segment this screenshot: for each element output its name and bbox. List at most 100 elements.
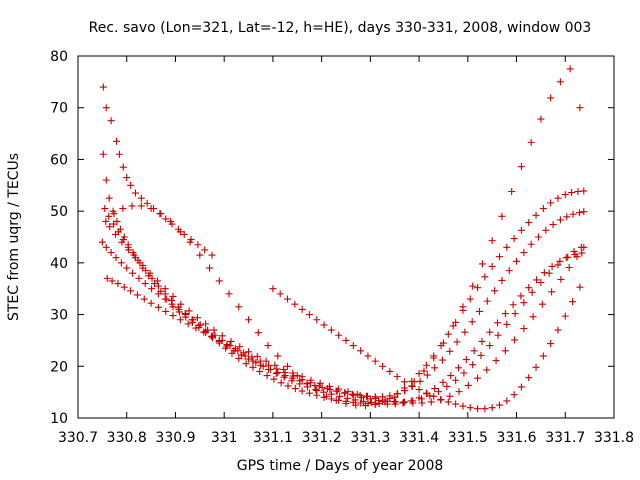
data-point xyxy=(332,396,340,404)
data-point xyxy=(561,312,569,320)
data-point xyxy=(253,352,261,360)
data-point xyxy=(462,356,470,364)
data-point xyxy=(313,387,321,395)
data-point xyxy=(537,279,545,287)
data-point xyxy=(218,332,226,340)
data-point xyxy=(420,367,428,375)
data-point xyxy=(192,324,200,332)
data-point xyxy=(439,378,447,386)
data-point xyxy=(539,352,547,360)
data-point xyxy=(452,318,460,326)
data-point xyxy=(168,300,176,308)
data-point xyxy=(316,379,324,387)
data-point xyxy=(575,209,583,217)
data-point xyxy=(157,210,165,218)
data-point xyxy=(106,223,114,231)
data-point xyxy=(274,352,282,360)
data-point xyxy=(112,230,120,238)
data-point xyxy=(510,235,518,243)
data-point xyxy=(476,307,484,315)
x-tick-label: 331.7 xyxy=(545,430,585,446)
y-tick-label: 60 xyxy=(50,152,68,168)
data-point xyxy=(386,392,394,400)
data-point xyxy=(101,205,109,213)
data-point xyxy=(176,228,184,236)
data-point xyxy=(505,267,513,275)
data-point xyxy=(245,348,253,356)
data-point xyxy=(422,389,430,397)
data-point xyxy=(162,307,170,315)
data-point xyxy=(186,238,194,246)
data-point xyxy=(554,326,562,334)
data-point xyxy=(289,369,297,377)
data-point xyxy=(202,320,210,328)
data-point xyxy=(446,347,454,355)
data-point xyxy=(147,299,155,307)
data-point xyxy=(128,202,136,210)
data-point xyxy=(391,393,399,401)
x-tick-label: 331.1 xyxy=(253,430,293,446)
data-point xyxy=(483,366,491,374)
data-point xyxy=(400,378,408,386)
data-point xyxy=(225,290,233,298)
data-point xyxy=(194,241,202,249)
data-point xyxy=(256,367,264,375)
data-point xyxy=(189,316,197,324)
data-point xyxy=(133,291,141,299)
chart-title: Rec. savo (Lon=321, Lat=-12, h=HE), days… xyxy=(89,20,592,36)
data-point xyxy=(127,181,135,189)
data-point xyxy=(422,361,430,369)
data-point xyxy=(431,364,439,372)
data-point xyxy=(327,390,335,398)
data-point xyxy=(438,356,446,364)
data-point xyxy=(525,284,533,292)
data-point xyxy=(360,397,368,405)
data-point xyxy=(280,373,288,381)
data-point xyxy=(580,208,588,216)
data-point xyxy=(169,312,177,320)
data-point xyxy=(532,363,540,371)
axes: 330.7 330.8 330.9 331 331.1 331.2 331.3 331.4 33… xyxy=(50,49,634,446)
data-point xyxy=(517,163,525,171)
data-point xyxy=(443,382,451,390)
y-tick-label: 30 xyxy=(50,308,68,324)
data-point xyxy=(527,240,535,248)
data-point xyxy=(542,226,550,234)
data-point xyxy=(556,257,564,265)
data-point xyxy=(305,311,313,319)
data-point xyxy=(517,292,525,300)
data-point xyxy=(119,163,127,171)
data-point xyxy=(147,205,155,213)
data-point xyxy=(154,303,162,311)
data-point xyxy=(208,251,216,259)
data-point xyxy=(193,314,201,322)
data-point xyxy=(284,382,292,390)
data-point xyxy=(349,391,357,399)
data-point xyxy=(110,210,118,218)
data-point xyxy=(565,264,573,272)
data-point xyxy=(140,295,148,303)
data-point xyxy=(223,341,231,349)
data-point xyxy=(307,376,315,384)
data-point xyxy=(481,405,489,413)
data-point xyxy=(534,233,542,241)
data-point xyxy=(167,217,175,225)
data-point xyxy=(430,392,438,400)
data-point xyxy=(236,343,244,351)
data-point xyxy=(129,269,137,277)
data-point xyxy=(146,269,154,277)
data-point xyxy=(498,212,506,220)
data-point xyxy=(313,316,321,324)
data-point xyxy=(298,387,306,395)
data-point xyxy=(284,362,292,370)
data-point xyxy=(254,329,262,337)
data-point xyxy=(503,320,511,328)
y-axis-label: STEC from uqrg / TECUs xyxy=(6,153,22,321)
data-point xyxy=(112,254,120,262)
data-point xyxy=(570,247,578,255)
data-point xyxy=(241,352,249,360)
data-point xyxy=(112,137,120,145)
data-point xyxy=(325,382,333,390)
data-point xyxy=(235,355,243,363)
